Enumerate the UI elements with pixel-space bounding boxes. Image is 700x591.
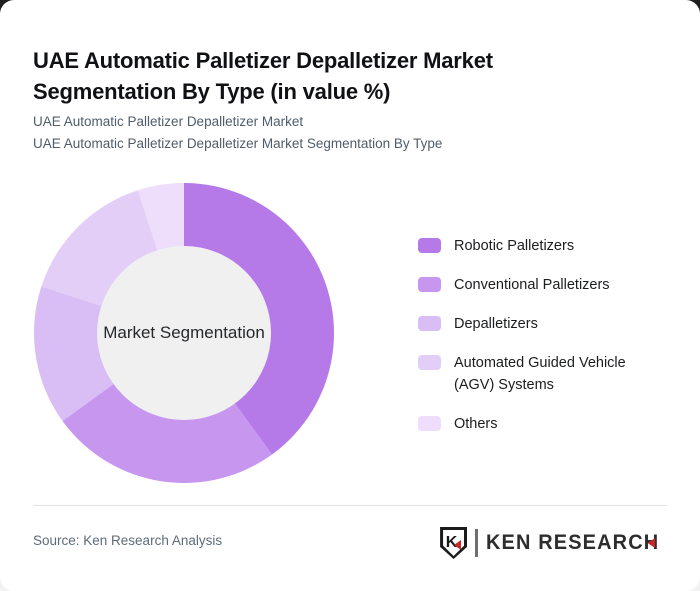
donut-chart: Market Segmentation bbox=[34, 183, 334, 483]
chart-legend: Robotic Palletizers Conventional Palleti… bbox=[418, 235, 668, 435]
legend-label: Conventional Palletizers bbox=[454, 277, 610, 293]
subtitle-line-2: UAE Automatic Palletizer Depalletizer Ma… bbox=[33, 135, 443, 151]
ken-research-logo: K KEN RESEARCH bbox=[440, 527, 667, 559]
subtitle-line-1: UAE Automatic Palletizer Depalletizer Ma… bbox=[33, 114, 304, 129]
legend-label: Robotic Palletizers bbox=[454, 238, 575, 254]
brand-red-triangle-icon bbox=[647, 538, 656, 548]
donut-center-label: Market Segmentation bbox=[103, 323, 265, 342]
legend-label: Automated Guided Vehicle (AGV) Systems bbox=[454, 355, 626, 393]
legend-item-agv-systems: Automated Guided Vehicle (AGV) Systems bbox=[418, 352, 668, 396]
donut-center: Market Segmentation bbox=[97, 246, 271, 420]
ken-research-shield-icon: K bbox=[440, 527, 468, 559]
source-note: Source: Ken Research Analysis bbox=[33, 533, 223, 548]
legend-item-others: Others bbox=[418, 413, 668, 435]
legend-swatch bbox=[418, 416, 441, 431]
legend-item-conventional-palletizers: Conventional Palletizers bbox=[418, 274, 668, 296]
legend-item-robotic-palletizers: Robotic Palletizers bbox=[418, 235, 668, 257]
logo-divider bbox=[475, 529, 478, 557]
brand-wordmark: KEN RESEARCH bbox=[486, 531, 658, 555]
legend-label: Others bbox=[454, 416, 498, 432]
legend-item-depalletizers: Depalletizers bbox=[418, 313, 668, 335]
footer-divider bbox=[33, 505, 667, 506]
brand-text: KEN RESEARCH bbox=[485, 531, 659, 554]
legend-swatch bbox=[418, 316, 441, 331]
page-title: UAE Automatic Palletizer Depalletizer Ma… bbox=[33, 47, 493, 104]
subtitle: UAE Automatic Palletizer Depalletizer Ma… bbox=[33, 111, 442, 154]
legend-swatch bbox=[418, 238, 441, 253]
badge-letter: K bbox=[445, 534, 458, 551]
legend-label: Depalletizers bbox=[454, 316, 538, 332]
legend-swatch bbox=[418, 355, 441, 370]
legend-swatch bbox=[418, 277, 441, 292]
badge-red-triangle-icon bbox=[454, 540, 462, 550]
